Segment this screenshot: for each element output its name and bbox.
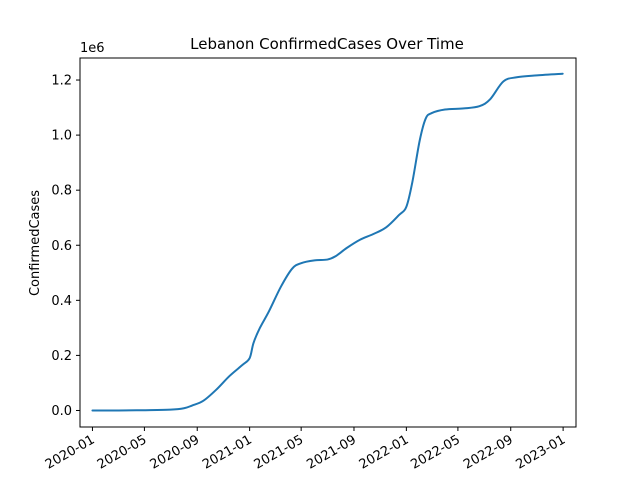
x-tick-label: 2022-09 — [461, 432, 516, 472]
x-tick-label: 2021-01 — [200, 432, 255, 472]
y-tick-label: 1.2 — [51, 74, 72, 89]
series-line-0 — [91, 72, 564, 412]
x-tick-label: 2021-09 — [304, 432, 359, 472]
plot-area: 0.0 0.2 0.4 0.6 0.8 1.0 1.2 2020-012020-052020-… — [43, 57, 577, 473]
y-tick-label: 0.6 — [51, 239, 72, 254]
y-tick-label: 1.0 — [51, 129, 72, 144]
chart-title: Lebanon ConfirmedCases Over Time — [190, 35, 464, 53]
x-tick-label: 2023-01 — [514, 432, 569, 472]
x-tick-label: 2022-05 — [408, 432, 463, 472]
plot-frame — [79, 57, 577, 428]
x-tick-label: 2020-05 — [95, 432, 150, 472]
x-tick-label: 2022-01 — [357, 432, 412, 472]
y-axis-label: ConfirmedCases — [28, 190, 43, 296]
y-tick-label: 0.8 — [51, 184, 72, 199]
x-tick-label: 2021-05 — [252, 432, 307, 472]
y-axis-multiplier: 1e6 — [80, 41, 105, 56]
x-tick-label: 2020-01 — [43, 432, 98, 472]
y-tick-label: 0.0 — [51, 404, 72, 419]
y-tick-label: 0.2 — [51, 349, 72, 364]
x-tick-label: 2020-09 — [148, 432, 203, 472]
y-tick-label: 0.4 — [51, 294, 72, 309]
